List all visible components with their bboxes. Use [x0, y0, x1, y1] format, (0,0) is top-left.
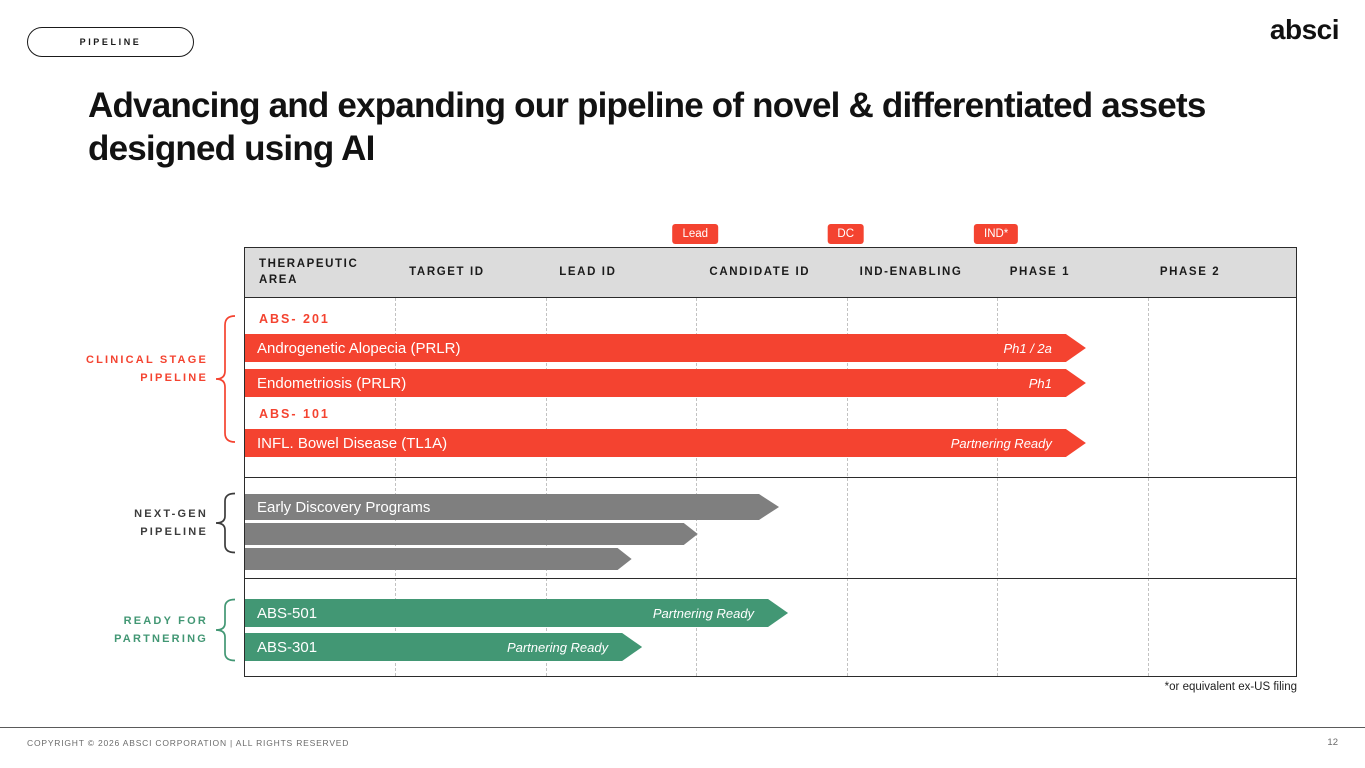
column-gridline — [545, 248, 547, 676]
bar-stage-label: Ph1 — [1028, 375, 1052, 391]
bar-label: INFL. Bowel Disease (TL1A) — [257, 434, 448, 452]
group-label-partnering: READY FOR PARTNERING — [114, 615, 208, 645]
pipeline-bar-abs-501: ABS-501 Partnering Ready — [245, 599, 788, 627]
section-badge-label: PIPELINE — [79, 37, 142, 47]
section-next-gen: Early Discovery Programs — [245, 478, 1296, 579]
absci-logo: absci — [1269, 14, 1340, 45]
bracket-partnering-icon — [215, 598, 236, 662]
milestone-badge-lead: Lead — [672, 224, 719, 244]
stage-header-1: THERAPEUTIC AREA — [259, 257, 359, 286]
footnote: *or equivalent ex-US filing — [1164, 681, 1297, 693]
section-clinical-stage: ABS- 201 Androgenetic Alopecia (PRLR) Ph1 … — [245, 298, 1296, 478]
bar-stage-label: Ph1 / 2a — [1003, 340, 1052, 356]
column-gridlines — [245, 248, 1296, 676]
column-gridline — [997, 248, 999, 676]
group-label-next-gen: NEXT-GEN PIPELINE — [134, 508, 208, 538]
bracket-clinical-icon — [215, 315, 236, 443]
pipeline-bar-early-discovery-programs: Early Discovery Programs — [245, 494, 779, 520]
column-gridline — [395, 248, 397, 676]
pipeline-bar-abs-301: ABS-301 Partnering Ready — [245, 633, 642, 661]
bar-label: Early Discovery Programs — [257, 498, 431, 516]
section-badge: PIPELINE — [27, 27, 194, 57]
stage-header-6: PHASE 1 — [1009, 265, 1071, 278]
bar-stage-label: Partnering Ready — [950, 435, 1052, 451]
bar-label: Endometriosis (PRLR) — [257, 374, 407, 392]
bar-label: ABS-501 — [257, 604, 318, 622]
milestone-badge-dc: DC — [827, 224, 865, 244]
pipeline-bar-androgenetic-alopecia-prlr: Androgenetic Alopecia (PRLR) Ph1 / 2a — [245, 334, 1086, 362]
pipeline-bar — [245, 548, 632, 570]
bar-stage-label: Partnering Ready — [652, 605, 755, 621]
footer-divider — [0, 727, 1365, 728]
program-code: ABS- 201 — [259, 312, 330, 326]
bar-label: ABS-301 — [257, 638, 318, 656]
slide-title: Advancing and expanding our pipeline of … — [88, 86, 1206, 169]
column-gridline — [846, 248, 848, 676]
pipeline-table: THERAPEUTIC AREA TARGET ID LEAD ID CANDIDAT… — [244, 247, 1297, 677]
column-gridline — [696, 248, 698, 676]
section-ready-for-partnering: ABS-501 Partnering Ready ABS-301 Partnering… — [245, 579, 1296, 676]
milestone-badge-ind: IND* — [974, 224, 1019, 244]
stage-header-3: LEAD ID — [559, 265, 617, 278]
stage-header-5: IND-ENABLING — [859, 265, 963, 278]
stage-header-row: THERAPEUTIC AREA TARGET ID LEAD ID CANDIDAT… — [245, 248, 1296, 298]
stage-header-2: TARGET ID — [409, 265, 485, 278]
stage-header-7: PHASE 2 — [1159, 265, 1221, 278]
program-code: ABS- 101 — [259, 407, 330, 421]
pipeline-bar — [245, 523, 698, 545]
pipeline-bar-infl-bowel-disease-tl1a: INFL. Bowel Disease (TL1A) Partnering Rea… — [245, 429, 1086, 457]
pipeline-bar-endometriosis-prlr: Endometriosis (PRLR) Ph1 — [245, 369, 1086, 397]
copyright-text: COPYRIGHT © 2026 ABSCI CORPORATION | ALL… — [27, 738, 350, 748]
group-label-clinical: CLINICAL STAGE PIPELINE — [85, 354, 208, 384]
bar-label: Androgenetic Alopecia (PRLR) — [257, 339, 461, 357]
stage-header-4: CANDIDATE ID — [709, 265, 811, 278]
bracket-next-gen-icon — [215, 492, 236, 554]
bar-stage-label: Partnering Ready — [506, 639, 609, 655]
column-gridline — [1147, 248, 1149, 676]
page-number: 12 — [1327, 737, 1338, 748]
